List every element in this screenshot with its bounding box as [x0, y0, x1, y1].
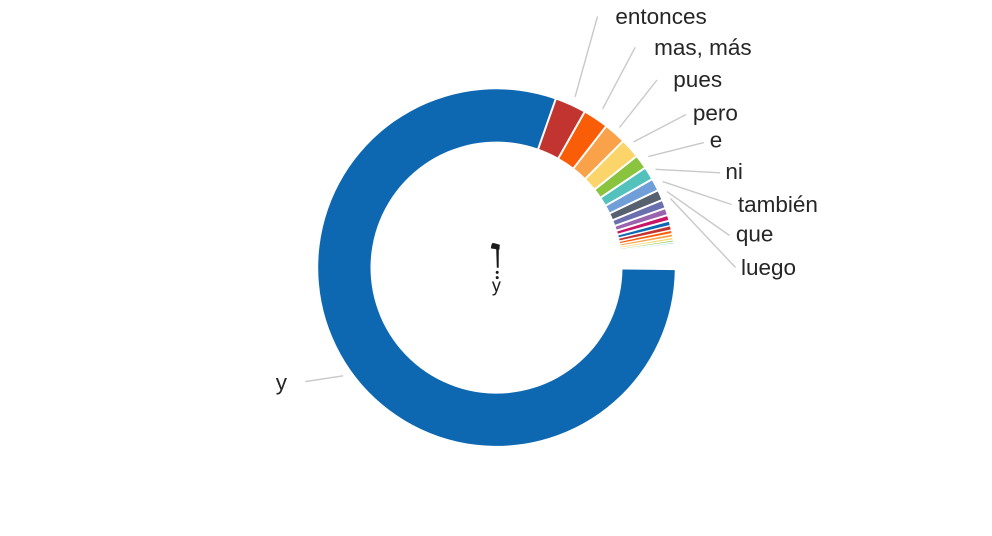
svg-text:luego: luego: [741, 255, 796, 280]
svg-text:y: y: [276, 370, 288, 395]
svg-text:también: también: [738, 192, 818, 217]
svg-text:pero: pero: [693, 100, 738, 125]
svg-text:que: que: [736, 221, 774, 246]
svg-text:y: y: [492, 276, 501, 296]
svg-text:entonces: entonces: [615, 4, 706, 29]
svg-text:e: e: [710, 128, 723, 153]
svg-text:mas, más: mas, más: [654, 35, 752, 60]
svg-text:ni: ni: [725, 159, 743, 184]
svg-text:pues: pues: [673, 67, 722, 92]
